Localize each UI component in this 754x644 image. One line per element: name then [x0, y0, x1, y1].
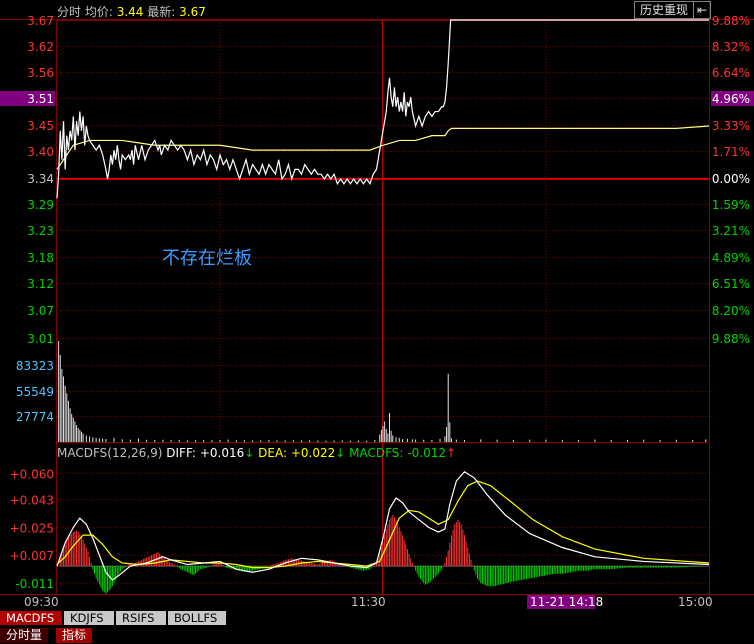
price-tick-label: 3.01	[27, 332, 54, 346]
price-tick-label: 3.51	[27, 92, 54, 106]
time-label-mid: 11:30	[351, 595, 386, 609]
tab-indicator[interactable]: 指标	[56, 628, 93, 643]
cursor-time-highlight	[527, 595, 595, 609]
price-tick-label: 3.45	[27, 119, 54, 133]
tab-rsifs[interactable]: RSIFS	[116, 611, 166, 625]
diff-line	[56, 470, 710, 581]
volume-tick-label: 83323	[16, 359, 54, 373]
macd-arrow: ↑	[445, 446, 457, 460]
price-tick-label: 3.29	[27, 198, 54, 212]
percent-tick-label: 9.88%	[712, 332, 750, 346]
percent-tick-label: 8.20%	[712, 304, 750, 318]
tab-kdjfs[interactable]: KDJFS	[64, 611, 114, 625]
tab-macdfs[interactable]: MACDFS	[0, 611, 62, 625]
price-tick-label: 3.67	[27, 14, 54, 28]
price-tick-label: 3.12	[27, 277, 54, 291]
macd-tick-label: +0.025	[10, 521, 54, 535]
price-tick-label: 3.23	[27, 224, 54, 238]
volume-tick-label: 55549	[16, 385, 54, 399]
last-price-value: 3.67	[179, 5, 206, 19]
price-tick-label: 3.07	[27, 304, 54, 318]
last-price-label: 最新:	[147, 5, 176, 19]
percent-tick-label: 3.21%	[712, 224, 750, 238]
percent-tick-label: 4.89%	[712, 251, 750, 265]
back-arrow-icon[interactable]: ⇤	[693, 1, 711, 19]
percent-tick-label: 1.71%	[712, 145, 750, 159]
history-replay-button[interactable]: 历史重现	[634, 1, 694, 19]
macd-header: MACDFS(12,26,9) DIFF: +0.016↓ DEA: +0.02…	[57, 446, 456, 460]
percent-tick-label: 0.00%	[712, 172, 750, 186]
dea-arrow: ↓	[335, 446, 346, 460]
diff-label: DIFF:	[166, 446, 196, 460]
price-tick-label: 3.40	[27, 145, 54, 159]
macd-title: MACDFS(12,26,9)	[57, 446, 163, 460]
percent-tick-label: 6.51%	[712, 277, 750, 291]
macd-tick-label: -0.011	[15, 577, 54, 591]
price-tick-label: 3.18	[27, 251, 54, 265]
percent-tick-label: 1.59%	[712, 198, 750, 212]
dea-value: +0.022	[290, 446, 336, 460]
avg-price-value: 3.44	[116, 5, 144, 19]
price-tick-label: 3.34	[27, 172, 54, 186]
time-label-end: 15:00	[678, 595, 713, 609]
price-header: 分时 均价: 3.44 最新: 3.67	[57, 3, 206, 20]
price-line	[56, 19, 709, 199]
percent-tick-label: 6.64%	[712, 66, 750, 80]
percent-tick-label: 9.88%	[712, 14, 750, 28]
mode-label: 分时	[57, 5, 82, 19]
volume-tick-label: 27774	[16, 410, 54, 424]
diff-arrow: ↓	[244, 446, 255, 460]
macd-value: -0.012	[407, 446, 446, 460]
percent-tick-label: 3.33%	[712, 119, 750, 133]
price-tick-label: 3.56	[27, 66, 54, 80]
avg-price-label: 均价:	[84, 5, 113, 19]
price-axis-highlight	[0, 91, 55, 106]
macd-tick-label: +0.060	[10, 467, 54, 481]
time-label-start: 09:30	[24, 595, 59, 609]
percent-tick-label: 8.32%	[712, 40, 750, 54]
macd-tick-label: +0.043	[10, 494, 54, 508]
price-tick-label: 3.62	[27, 40, 54, 54]
annotation-text: 不存在烂板	[162, 248, 252, 269]
cursor-time-label: 11-21 14:18	[530, 595, 603, 609]
diff-value: +0.016	[199, 446, 245, 460]
tab-bollfs[interactable]: BOLLFS	[168, 611, 226, 625]
macd-label: MACDFS:	[349, 446, 404, 460]
dea-label: DEA:	[258, 446, 287, 460]
percent-axis-highlight	[711, 91, 754, 106]
avg-price-line	[56, 125, 710, 170]
tab-volume[interactable]: 分时量	[0, 628, 49, 643]
percent-tick-label: 4.96%	[712, 92, 750, 106]
macd-tick-label: +0.007	[10, 549, 54, 563]
